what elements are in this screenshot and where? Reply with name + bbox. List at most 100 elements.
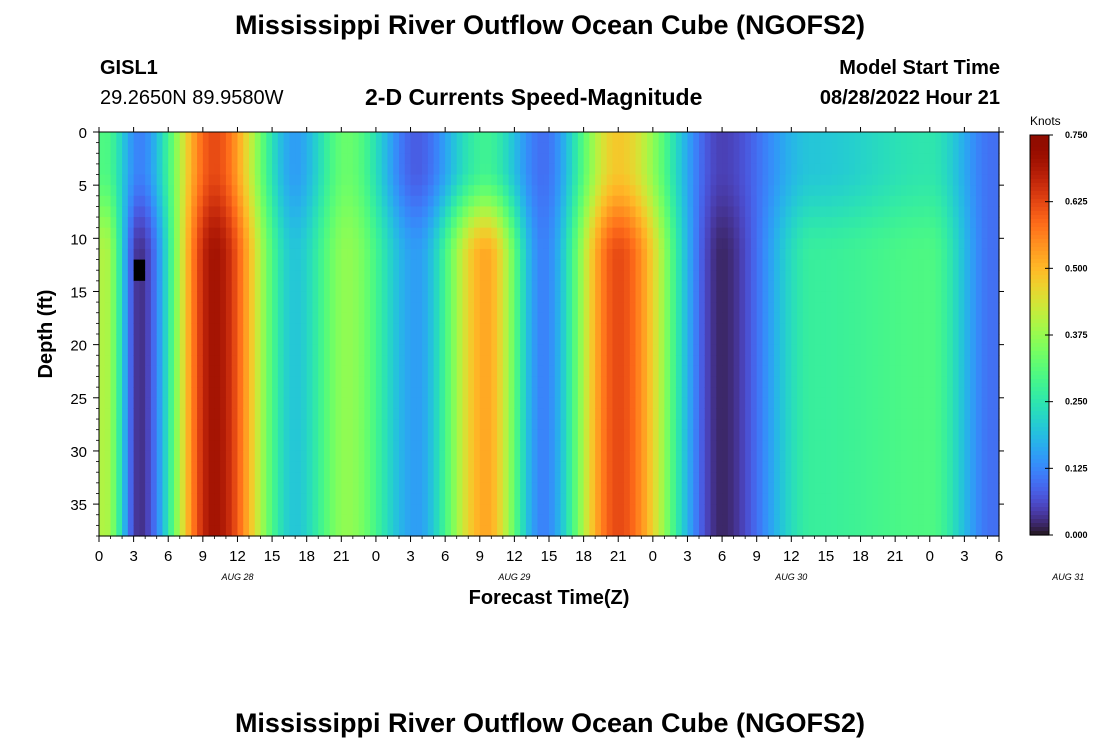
heatmap-cell (641, 429, 648, 441)
heatmap-cell (110, 195, 117, 208)
heatmap-cell (612, 270, 619, 282)
heatmap-cell (612, 525, 619, 537)
heatmap-cell (237, 259, 244, 271)
heatmap-cell (341, 355, 348, 367)
heatmap-cell (854, 248, 862, 261)
heatmap-cell (675, 291, 683, 303)
heatmap-cell (797, 376, 804, 388)
heatmap-cell (104, 163, 112, 176)
heatmap-cell (525, 355, 533, 367)
heatmap-cell (422, 280, 429, 293)
heatmap-cell (295, 163, 302, 176)
heatmap-cell (162, 174, 169, 186)
heatmap-cell (381, 270, 389, 282)
heatmap-cell (277, 387, 285, 399)
heatmap-cell (537, 514, 544, 526)
heatmap-cell (277, 482, 285, 495)
heatmap-cell (422, 397, 429, 410)
heatmap-cell (318, 365, 325, 378)
heatmap-cell (277, 429, 285, 441)
heatmap-cell (572, 514, 579, 526)
heatmap-cell (145, 450, 152, 463)
heatmap-cell (277, 376, 285, 388)
heatmap-cell (329, 185, 337, 197)
heatmap-cell (629, 461, 637, 473)
heatmap-cell (716, 174, 723, 186)
heatmap-cell (577, 440, 585, 452)
heatmap-cell (214, 387, 221, 399)
heatmap-cell (237, 132, 244, 144)
model-start-time: 08/28/2022 Hour 21 (819, 87, 1000, 109)
heatmap-cell (635, 302, 642, 314)
heatmap-cell (733, 163, 740, 176)
heatmap-cell (272, 153, 279, 165)
heatmap-cell (497, 163, 504, 176)
heatmap-cell (802, 185, 810, 197)
heatmap-cell (566, 355, 573, 367)
heatmap-cell (531, 408, 539, 420)
heatmap-cell (618, 174, 625, 186)
heatmap-cell (520, 504, 527, 516)
heatmap-cell (249, 259, 256, 271)
heatmap-cell (150, 217, 158, 229)
heatmap-cell (577, 334, 585, 346)
heatmap-cell (802, 504, 810, 516)
heatmap-cell (174, 163, 181, 176)
heatmap-cell (104, 514, 112, 526)
heatmap-cell (664, 334, 671, 346)
heatmap-cell (664, 153, 671, 165)
heatmap-cell (306, 376, 314, 388)
heatmap-cell (843, 493, 850, 505)
heatmap-cell (704, 153, 712, 165)
heatmap-cell (722, 323, 729, 335)
heatmap-cell (139, 493, 146, 505)
heatmap-cell (237, 408, 244, 420)
heatmap-cell (289, 302, 296, 314)
heatmap-cell (358, 323, 365, 335)
heatmap-cell (843, 525, 850, 537)
heatmap-cell (324, 504, 331, 516)
heatmap-cell (445, 248, 452, 261)
heatmap-cell (624, 387, 631, 399)
heatmap-cell (416, 440, 423, 452)
heatmap-cell (572, 302, 579, 314)
heatmap-cell (687, 270, 694, 282)
heatmap-cell (624, 440, 631, 452)
heatmap-cell (139, 163, 146, 176)
heatmap-cell (820, 525, 827, 537)
heatmap-cell (347, 302, 354, 314)
heatmap-cell (387, 291, 394, 303)
heatmap-cell (225, 248, 233, 261)
heatmap-cell (214, 153, 221, 165)
heatmap-cell (497, 334, 504, 346)
heatmap-cell (445, 397, 452, 410)
heatmap-cell (347, 312, 354, 324)
heatmap-cell (797, 270, 804, 282)
heatmap-cell (174, 312, 181, 324)
heatmap-cell (277, 206, 285, 218)
heatmap-cell (497, 270, 504, 282)
heatmap-cell (197, 132, 204, 144)
heatmap-cell (352, 472, 360, 484)
heatmap-cell (214, 493, 221, 505)
heatmap-cell (658, 270, 665, 282)
heatmap-cell (324, 525, 331, 537)
heatmap-cell (99, 440, 106, 452)
heatmap-cell (99, 525, 106, 537)
heatmap-cell (716, 153, 723, 165)
heatmap-cell (427, 525, 435, 537)
heatmap-cell (502, 355, 510, 367)
heatmap-cell (612, 217, 619, 229)
heatmap-cell (716, 280, 723, 293)
heatmap-cell (208, 344, 215, 356)
heatmap-cell (618, 302, 625, 314)
heatmap-cell (635, 514, 642, 526)
heatmap-cell (762, 270, 769, 282)
heatmap-cell (595, 142, 602, 154)
heatmap-cell (295, 174, 302, 186)
heatmap-cell (675, 174, 683, 186)
heatmap-cell (531, 429, 539, 441)
heatmap-cell (393, 504, 400, 516)
heatmap-cell (416, 206, 423, 218)
heatmap-cell (629, 206, 637, 218)
